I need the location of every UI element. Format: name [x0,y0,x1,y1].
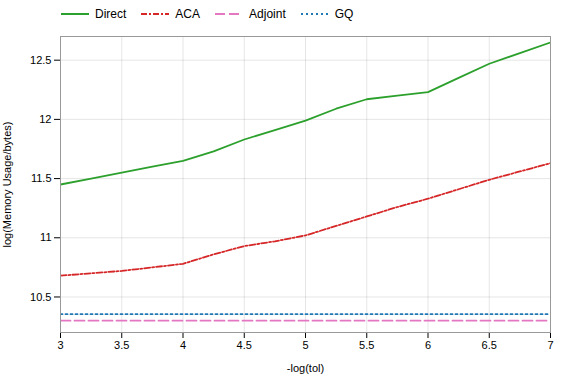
svg-text:12: 12 [39,113,51,125]
svg-text:log(Memory Usage/bytes): log(Memory Usage/bytes) [1,122,13,248]
svg-text:5: 5 [302,339,308,351]
svg-text:4: 4 [180,339,186,351]
svg-text:3.5: 3.5 [114,339,129,351]
svg-text:-log(tol): -log(tol) [287,362,324,374]
svg-text:6.5: 6.5 [482,339,497,351]
svg-text:10.5: 10.5 [30,291,51,303]
html-text:Direct: Direct [95,7,127,21]
svg-text:3: 3 [57,339,63,351]
svg-text:12.5: 12.5 [30,54,51,66]
svg-text:4.5: 4.5 [237,339,252,351]
svg-text:11: 11 [40,231,51,243]
html-text:GQ: GQ [334,7,354,21]
svg-text:11.5: 11.5 [31,172,52,184]
svg-text:7: 7 [547,339,553,351]
html-text:Adjoint: Adjoint [249,7,286,21]
html-text:ACA: ACA [175,7,200,21]
svg-text:6: 6 [425,339,431,351]
svg-text:5.5: 5.5 [359,339,374,351]
